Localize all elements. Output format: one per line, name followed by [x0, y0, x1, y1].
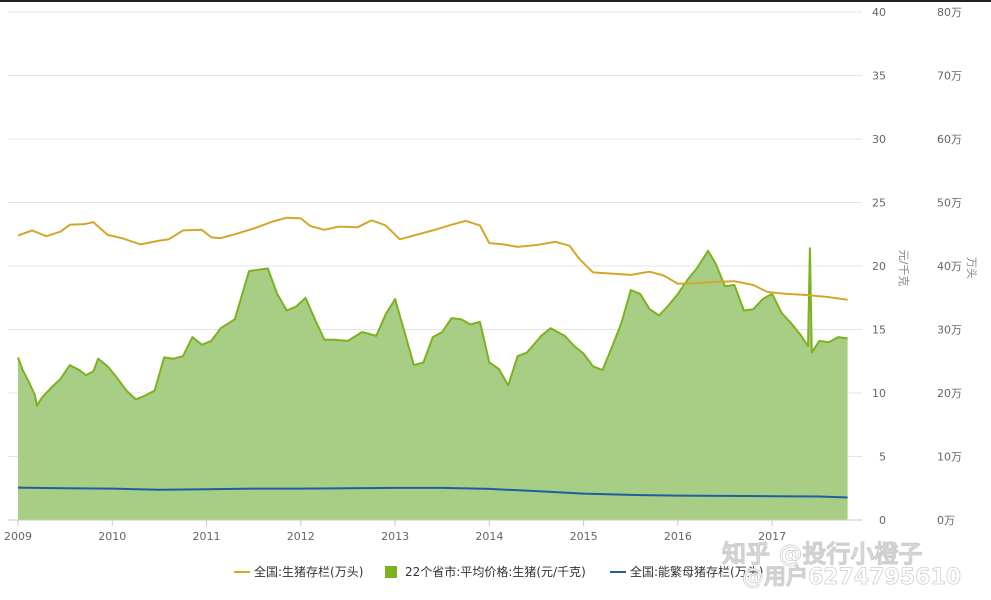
x-tick-label: 2009 [4, 530, 32, 543]
legend-label: 全国:生猪存栏(万头) [254, 564, 363, 579]
series-line [17, 486, 848, 499]
left-axis-ticks: 0 5 10 15 20 25 30 35 40 [872, 6, 886, 527]
legend-label: 全国:能繁母猪存栏(万头) [630, 564, 763, 579]
left-tick-label: 30 [872, 133, 886, 146]
x-axis-ticks: 2009 2010 2011 2012 2013 2014 2015 2016 2017 [4, 519, 862, 543]
x-tick-label: 2016 [664, 530, 692, 543]
series-area-fill [18, 248, 848, 520]
watermark-line1: 知乎 @投行小橙子 [722, 540, 922, 568]
series-line [17, 247, 848, 407]
legend-label: 22个省市:平均价格:生猪(元/千克) [405, 564, 586, 579]
left-tick-label: 0 [879, 514, 886, 527]
left-tick-label: 15 [872, 324, 886, 337]
watermark-line2: @用户6274795610 [742, 564, 961, 590]
right-tick-label: 50万 [937, 197, 962, 210]
right-axis-title: 万头 [965, 257, 978, 279]
right-tick-label: 10万 [937, 451, 962, 464]
right-axis-ticks: 0万 10万 20万 30万 40万 50万 60万 70万 80万 [937, 6, 962, 527]
x-tick-label: 2011 [193, 530, 221, 543]
x-tick-label: 2013 [381, 530, 409, 543]
right-tick-label: 0万 [937, 514, 955, 527]
right-tick-label: 70万 [937, 70, 962, 83]
left-tick-label: 5 [879, 451, 886, 464]
left-tick-label: 40 [872, 6, 886, 19]
series-layer [17, 216, 848, 520]
x-tick-label: 2014 [475, 530, 503, 543]
right-tick-label: 40万 [937, 260, 962, 273]
left-tick-label: 20 [872, 260, 886, 273]
left-tick-label: 25 [872, 197, 886, 210]
x-tick-label: 2010 [98, 530, 126, 543]
legend: 全国:生猪存栏(万头) 22个省市:平均价格:生猪(元/千克) 全国:能繁母猪存栏(… [234, 564, 763, 579]
legend-swatch [385, 566, 397, 578]
right-tick-label: 60万 [937, 133, 962, 146]
right-tick-label: 80万 [937, 6, 962, 19]
x-tick-label: 2017 [758, 530, 786, 543]
x-tick-label: 2015 [570, 530, 598, 543]
left-axis-title: 元/千克 [897, 250, 910, 287]
right-tick-label: 30万 [937, 324, 962, 337]
x-tick-label: 2012 [287, 530, 315, 543]
series-line [17, 216, 848, 301]
watermark: 知乎 @投行小橙子 @用户6274795610 [722, 540, 962, 591]
left-tick-label: 35 [872, 70, 886, 83]
right-tick-label: 20万 [937, 387, 962, 400]
left-tick-label: 10 [872, 387, 886, 400]
